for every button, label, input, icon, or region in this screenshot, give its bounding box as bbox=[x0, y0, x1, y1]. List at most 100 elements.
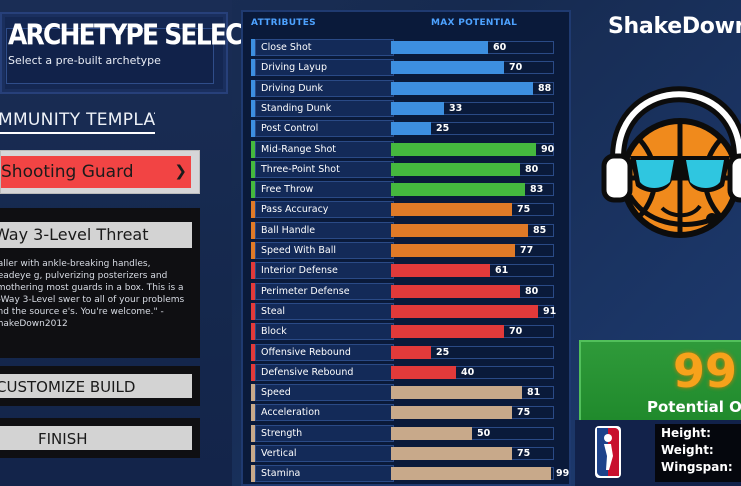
attribute-bar-fill bbox=[391, 386, 522, 400]
attribute-value: 77 bbox=[520, 245, 534, 256]
attribute-row[interactable]: Ball Handle 85 bbox=[251, 221, 569, 239]
attribute-value: 81 bbox=[527, 387, 541, 399]
template-description: baller with ankle-breaking handles, dead… bbox=[0, 259, 185, 329]
attribute-name-box: Strength bbox=[255, 424, 394, 442]
attribute-category-stripe bbox=[251, 465, 255, 483]
attribute-value: 33 bbox=[449, 102, 463, 114]
attribute-row[interactable]: Perimeter Defense 80 bbox=[251, 282, 569, 300]
attribute-bar-fill bbox=[391, 365, 456, 379]
attribute-name: Block bbox=[261, 326, 287, 338]
attribute-row[interactable]: Pass Accuracy 75 bbox=[251, 201, 569, 219]
attribute-row[interactable]: Defensive Rebound 40 bbox=[251, 363, 569, 381]
attribute-row[interactable]: Vertical 75 bbox=[251, 445, 569, 462]
template-card[interactable]: Way 3-Level Threat baller with ankle-bre… bbox=[0, 208, 200, 358]
overall-rating: 99 bbox=[673, 344, 738, 398]
attribute-bar-fill bbox=[391, 101, 444, 115]
section-label: MMUNITY TEMPLATE bbox=[0, 110, 155, 134]
attribute-value: 40 bbox=[461, 366, 475, 378]
attribute-name: Perimeter Defense bbox=[261, 285, 350, 297]
attribute-row[interactable]: Block 70 bbox=[251, 323, 569, 341]
attribute-row[interactable]: Free Throw 83 bbox=[251, 181, 569, 199]
attribute-name: Defensive Rebound bbox=[261, 366, 354, 378]
attribute-value: 75 bbox=[517, 204, 531, 216]
attribute-bar-fill bbox=[391, 467, 551, 481]
customize-build-bar: CUSTOMIZE BUILD bbox=[0, 374, 192, 398]
weight-label: Weight: bbox=[661, 443, 714, 457]
attribute-name: Speed With Ball bbox=[261, 245, 337, 256]
attribute-bar-fill bbox=[391, 426, 472, 440]
finish-button[interactable]: FINISH bbox=[0, 418, 200, 458]
attribute-row[interactable]: Steal 91 bbox=[251, 302, 569, 320]
template-name: Way 3-Level Threat bbox=[0, 225, 149, 244]
attribute-name-box: Block bbox=[255, 323, 394, 341]
attribute-name: Vertical bbox=[261, 448, 297, 459]
attribute-row[interactable]: Post Control 25 bbox=[251, 120, 569, 138]
attribute-bar-track bbox=[394, 345, 554, 359]
attribute-value: 25 bbox=[436, 123, 450, 135]
attribute-category-stripe bbox=[251, 302, 255, 320]
attribute-name-box: Offensive Rebound bbox=[255, 343, 394, 361]
attribute-name-box: Pass Accuracy bbox=[255, 201, 394, 219]
attribute-row[interactable]: Three-Point Shot 80 bbox=[251, 160, 569, 178]
customize-build-button[interactable]: CUSTOMIZE BUILD bbox=[0, 366, 200, 406]
attribute-name-box: Stamina bbox=[255, 465, 394, 483]
attribute-bar-track bbox=[394, 365, 554, 379]
attribute-row[interactable]: Offensive Rebound 25 bbox=[251, 343, 569, 361]
attribute-name-box: Vertical bbox=[255, 445, 394, 462]
attribute-category-stripe bbox=[251, 282, 255, 300]
template-name-bar: Way 3-Level Threat bbox=[0, 222, 192, 248]
attribute-bar-fill bbox=[391, 284, 520, 298]
attribute-name-box: Driving Dunk bbox=[255, 79, 394, 97]
attribute-bar-fill bbox=[391, 61, 504, 75]
attribute-value: 75 bbox=[517, 448, 531, 459]
attribute-name: Stamina bbox=[261, 468, 301, 480]
attribute-value: 60 bbox=[493, 42, 507, 53]
attribute-bar-fill bbox=[391, 406, 512, 420]
attribute-name: Pass Accuracy bbox=[261, 204, 329, 216]
attribute-row[interactable]: Driving Layup 70 bbox=[251, 59, 569, 77]
attribute-row[interactable]: Close Shot 60 bbox=[251, 39, 569, 56]
attribute-bar-track bbox=[394, 101, 554, 115]
attribute-row[interactable]: Standing Dunk 33 bbox=[251, 99, 569, 117]
attribute-name-box: Speed bbox=[255, 384, 394, 402]
attribute-value: 88 bbox=[538, 82, 552, 94]
customize-build-label: CUSTOMIZE BUILD bbox=[0, 378, 136, 396]
attribute-name: Free Throw bbox=[261, 184, 314, 196]
player-info-list: Height: Weight: Wingspan: bbox=[655, 424, 741, 482]
attribute-row[interactable]: Stamina 99 bbox=[251, 465, 569, 483]
basketball-mascot-icon bbox=[601, 86, 741, 238]
attribute-category-stripe bbox=[251, 242, 255, 259]
attribute-row[interactable]: Speed 81 bbox=[251, 384, 569, 402]
attribute-row[interactable]: Strength 50 bbox=[251, 424, 569, 442]
attribute-bar-fill bbox=[391, 203, 512, 217]
attributes-panel: ATTRIBUTES MAX POTENTIAL Close Shot 60 Dri… bbox=[241, 10, 571, 486]
attribute-bar-fill bbox=[391, 345, 431, 359]
attribute-category-stripe bbox=[251, 201, 255, 219]
attribute-name: Standing Dunk bbox=[261, 102, 332, 114]
attribute-value: 70 bbox=[509, 62, 523, 74]
attribute-name-box: Speed With Ball bbox=[255, 242, 394, 259]
right-panel: ShakeDown 99 Potential Ov bbox=[575, 0, 741, 486]
position-selector[interactable]: Shooting Guard ❯ bbox=[0, 150, 200, 194]
attribute-row[interactable]: Interior Defense 61 bbox=[251, 262, 569, 280]
nba-logo-icon bbox=[595, 426, 621, 478]
attribute-bar-fill bbox=[391, 223, 528, 237]
attribute-name-box: Free Throw bbox=[255, 181, 394, 199]
attribute-value: 25 bbox=[436, 346, 450, 358]
chevron-right-icon[interactable]: ❯ bbox=[174, 162, 187, 180]
attribute-row[interactable]: Driving Dunk 88 bbox=[251, 79, 569, 97]
attribute-category-stripe bbox=[251, 404, 255, 422]
player-info-box: Height: Weight: Wingspan: bbox=[575, 420, 741, 486]
attribute-bar-fill bbox=[391, 162, 520, 176]
attribute-row[interactable]: Speed With Ball 77 bbox=[251, 242, 569, 259]
attribute-name-box: Post Control bbox=[255, 120, 394, 138]
attribute-row[interactable]: Mid-Range Shot 90 bbox=[251, 140, 569, 158]
height-label: Height: bbox=[661, 426, 711, 440]
attribute-value: 85 bbox=[533, 224, 547, 236]
max-potential-header: MAX POTENTIAL bbox=[431, 18, 518, 28]
attribute-row[interactable]: Acceleration 75 bbox=[251, 404, 569, 422]
attribute-name-box: Standing Dunk bbox=[255, 99, 394, 117]
attribute-name-box: Three-Point Shot bbox=[255, 160, 394, 178]
finish-bar: FINISH bbox=[0, 426, 192, 450]
attribute-name-box: Acceleration bbox=[255, 404, 394, 422]
